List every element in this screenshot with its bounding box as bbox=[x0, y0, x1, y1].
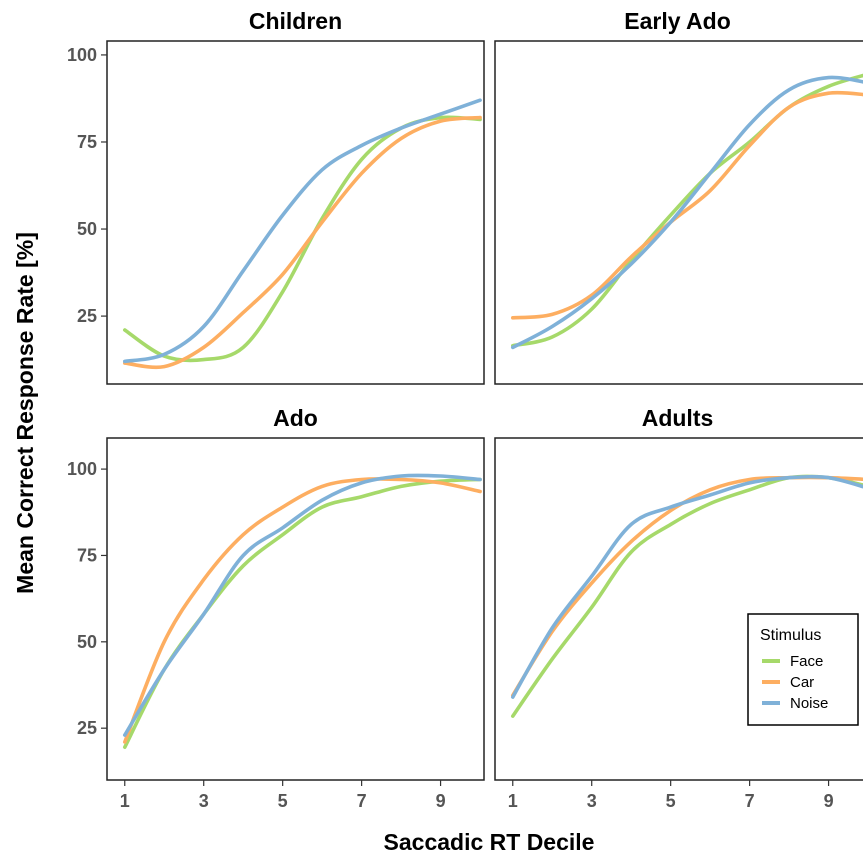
legend-box bbox=[747, 613, 859, 726]
legend-label-noise: Noise bbox=[790, 695, 828, 712]
x-tick-label: 9 bbox=[436, 791, 446, 811]
series-line-noise bbox=[123, 473, 482, 737]
x-tick-label: 3 bbox=[587, 791, 597, 811]
x-tick-label: 3 bbox=[199, 791, 209, 811]
panel-title: Early Ado bbox=[624, 8, 731, 34]
x-tick-label: 1 bbox=[508, 791, 518, 811]
series-line-noise bbox=[510, 474, 863, 699]
panel-title: Ado bbox=[273, 405, 318, 431]
series-line-face bbox=[510, 73, 863, 348]
x-tick-label: 7 bbox=[357, 791, 367, 811]
x-tick-label: 1 bbox=[120, 791, 130, 811]
series-line-car bbox=[510, 90, 863, 320]
series-lines bbox=[510, 73, 863, 350]
series-line-car bbox=[123, 115, 482, 370]
y-tick-label: 50 bbox=[77, 632, 97, 652]
y-tick-label: 25 bbox=[77, 718, 97, 738]
x-tick-label: 5 bbox=[278, 791, 288, 811]
panel-frame bbox=[494, 40, 863, 385]
series-line-noise bbox=[123, 98, 482, 364]
panel-frame bbox=[494, 437, 863, 781]
y-tick-label: 75 bbox=[77, 132, 97, 152]
y-axis-title: Mean Correct Response Rate [%] bbox=[12, 232, 38, 594]
y-tick-label: 100 bbox=[67, 459, 97, 479]
y-tick-label: 75 bbox=[77, 545, 97, 565]
y-tick-label: 50 bbox=[77, 219, 97, 239]
y-tick-label: 25 bbox=[77, 306, 97, 326]
x-tick-label: 7 bbox=[745, 791, 755, 811]
series-lines bbox=[123, 98, 482, 370]
x-axis-title: Saccadic RT Decile bbox=[384, 829, 595, 854]
panel-frame bbox=[106, 40, 485, 385]
panel-adults: Adults 1 3 5 7 9 bbox=[494, 405, 863, 811]
x-tick-label: 9 bbox=[824, 791, 834, 811]
legend-label-face: Face bbox=[790, 653, 823, 670]
legend-label-car: Car bbox=[790, 674, 814, 691]
panel-title: Children bbox=[249, 8, 342, 34]
series-line-face bbox=[123, 115, 482, 363]
series-line-car bbox=[123, 477, 482, 744]
series-line-noise bbox=[510, 75, 863, 350]
panel-ado: Ado 25 50 75 100 1 3 5 7 9 bbox=[67, 405, 485, 811]
panel-early-ado: Early Ado bbox=[494, 8, 863, 385]
panel-children: Children 25 50 75 100 bbox=[67, 8, 485, 385]
series-lines bbox=[123, 473, 482, 749]
x-tick-label: 5 bbox=[666, 791, 676, 811]
series-lines bbox=[510, 474, 863, 718]
panel-frame bbox=[106, 437, 485, 781]
panel-title: Adults bbox=[642, 405, 714, 431]
y-tick-label: 100 bbox=[67, 45, 97, 65]
legend-title: Stimulus bbox=[760, 627, 821, 644]
legend: Stimulus Face Car Noise bbox=[747, 613, 859, 726]
